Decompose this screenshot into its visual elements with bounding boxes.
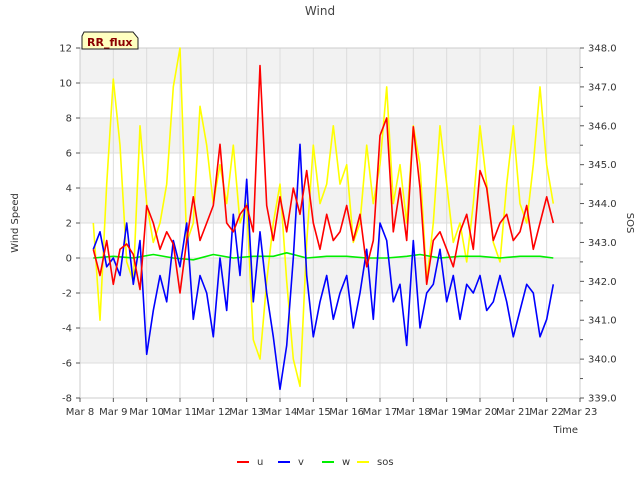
legend: u v w sos xyxy=(237,457,394,468)
grid-lines xyxy=(79,47,581,399)
y-tick-label: -4 xyxy=(62,324,72,335)
x-tick-label: Mar 12 xyxy=(196,407,231,418)
rr-flux-badge: RR_flux xyxy=(81,31,139,50)
series-layer xyxy=(92,47,555,391)
band xyxy=(80,328,580,363)
legend-label-v: v xyxy=(298,457,304,468)
y-tick-label: 2 xyxy=(66,219,72,230)
y-tick-label: -6 xyxy=(62,359,72,370)
x-tick-label: Mar 17 xyxy=(363,407,398,418)
x-axis-title: Time xyxy=(553,425,578,436)
x-tick-label: Mar 10 xyxy=(129,407,164,418)
y2-tick-label: 339.0 xyxy=(588,394,617,405)
series-line-sos xyxy=(92,47,555,388)
y-tick-label: 8 xyxy=(66,114,72,125)
x-tick-label: Mar 13 xyxy=(229,407,264,418)
left-axis: -8 -6 -4 -2 0 2 4 6 8 10 12 xyxy=(59,44,80,405)
x-tick-label: Mar 15 xyxy=(296,407,331,418)
y-tick-label: 12 xyxy=(59,44,72,55)
legend-label-u: u xyxy=(257,457,263,468)
band xyxy=(80,48,580,83)
y-tick-label: 0 xyxy=(66,254,72,265)
band xyxy=(80,118,580,153)
background-bands xyxy=(80,48,580,363)
y2-tick-label: 346.0 xyxy=(588,121,617,132)
y-tick-label: 4 xyxy=(66,184,72,195)
badge-box xyxy=(81,31,139,50)
x-tick-label: Mar 9 xyxy=(99,407,127,418)
x-tick-label: Mar 19 xyxy=(429,407,464,418)
x-tick-label: Mar 16 xyxy=(329,407,364,418)
badge-label: RR_flux xyxy=(87,36,133,49)
x-tick-label: Mar 20 xyxy=(463,407,498,418)
x-tick-label: Mar 23 xyxy=(563,407,598,418)
legend-label-w: w xyxy=(342,457,350,468)
x-tick-label: Mar 11 xyxy=(163,407,198,418)
x-tick-label: Mar 22 xyxy=(529,407,564,418)
y-tick-label: 10 xyxy=(59,79,72,90)
right-axis: 339.0 340.0 341.0 342.0 343.0 344.0 345.0 346.0… xyxy=(580,44,617,405)
y2-axis-title: SOS xyxy=(624,213,635,234)
legend-label-sos: sos xyxy=(377,457,394,468)
x-tick-label: Mar 21 xyxy=(496,407,531,418)
y2-tick-label: 341.0 xyxy=(588,316,617,327)
y-tick-label: -8 xyxy=(62,394,72,405)
y2-tick-label: 345.0 xyxy=(588,160,617,171)
x-tick-label: Mar 14 xyxy=(263,407,298,418)
y-tick-label: -2 xyxy=(62,289,72,300)
y2-tick-label: 347.0 xyxy=(588,82,617,93)
x-tick-label: Mar 18 xyxy=(396,407,431,418)
y2-tick-label: 348.0 xyxy=(588,44,617,55)
y2-tick-label: 340.0 xyxy=(588,355,617,366)
y2-tick-label: 342.0 xyxy=(588,277,617,288)
series-line-v xyxy=(92,143,555,391)
x-tick-label: Mar 8 xyxy=(66,407,94,418)
series-line-w xyxy=(93,252,554,261)
band xyxy=(80,258,580,293)
y-tick-label: 6 xyxy=(66,149,72,160)
chart-title: Wind xyxy=(305,4,335,18)
series-line-u xyxy=(92,64,555,294)
y2-tick-label: 343.0 xyxy=(588,238,617,249)
y-axis-title: Wind Speed xyxy=(10,193,21,253)
y2-tick-label: 344.0 xyxy=(588,199,617,210)
